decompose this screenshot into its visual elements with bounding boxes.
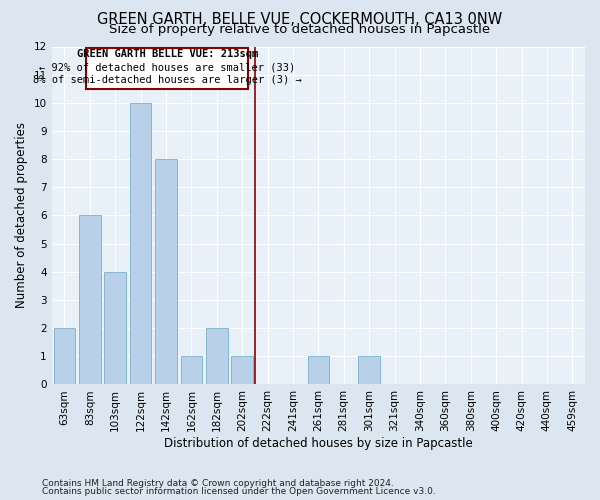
Y-axis label: Number of detached properties: Number of detached properties: [15, 122, 28, 308]
Bar: [308, 356, 329, 384]
X-axis label: Distribution of detached houses by size in Papcastle: Distribution of detached houses by size …: [164, 437, 473, 450]
FancyBboxPatch shape: [86, 48, 248, 88]
Bar: [206, 328, 227, 384]
Text: GREEN GARTH BELLE VUE: 213sqm: GREEN GARTH BELLE VUE: 213sqm: [77, 50, 258, 59]
Text: ← 92% of detached houses are smaller (33): ← 92% of detached houses are smaller (33…: [39, 62, 295, 72]
Text: 8% of semi-detached houses are larger (3) →: 8% of semi-detached houses are larger (3…: [33, 74, 302, 85]
Bar: [181, 356, 202, 384]
Text: GREEN GARTH, BELLE VUE, COCKERMOUTH, CA13 0NW: GREEN GARTH, BELLE VUE, COCKERMOUTH, CA1…: [97, 12, 503, 28]
Bar: [155, 159, 177, 384]
Bar: [232, 356, 253, 384]
Bar: [358, 356, 380, 384]
Bar: [79, 216, 101, 384]
Text: Size of property relative to detached houses in Papcastle: Size of property relative to detached ho…: [109, 22, 491, 36]
Bar: [130, 103, 151, 384]
Bar: [104, 272, 126, 384]
Bar: [53, 328, 75, 384]
Text: Contains HM Land Registry data © Crown copyright and database right 2024.: Contains HM Land Registry data © Crown c…: [42, 478, 394, 488]
Text: Contains public sector information licensed under the Open Government Licence v3: Contains public sector information licen…: [42, 487, 436, 496]
